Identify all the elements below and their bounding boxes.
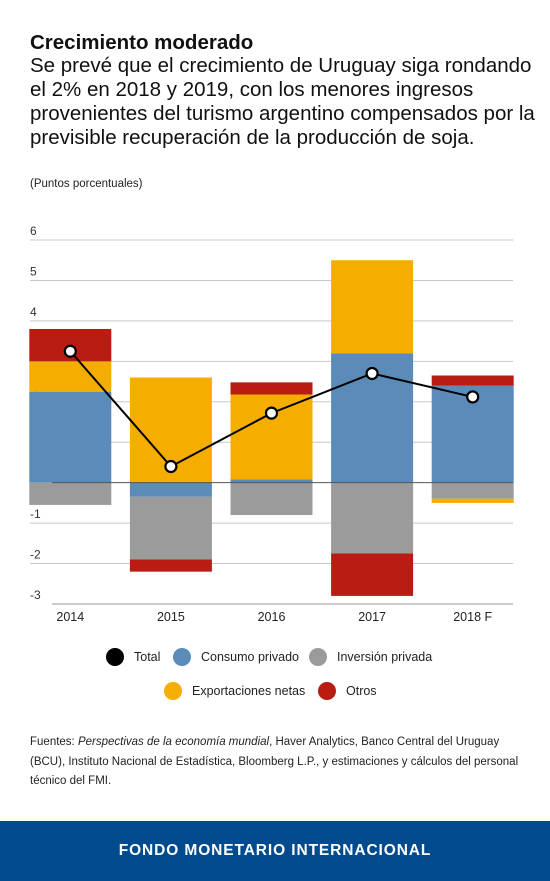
bar-otros (230, 382, 313, 395)
bar-otros (331, 553, 414, 596)
x-tick-label: 2014 (56, 610, 84, 624)
bar-inversion-privada (129, 496, 212, 560)
bar-consumo-privado (129, 482, 212, 497)
bar-inversion-privada (431, 482, 514, 499)
legend-item-otros: Otros (318, 681, 377, 701)
bar-inversion-privada (331, 482, 414, 554)
legend-label-exportaciones-netas: Exportaciones netas (192, 684, 306, 698)
source-publication: Perspectivas de la economía mundial (77, 736, 270, 748)
bar-exportaciones-netas (29, 361, 112, 392)
bar-consumo-privado (29, 391, 112, 483)
y-tick-label: -3 (30, 588, 41, 602)
y-tick-label: 5 (30, 264, 37, 278)
bar-exportaciones-netas (331, 260, 414, 354)
chart-title: Crecimiento moderado (30, 31, 254, 54)
x-tick-label: 2016 (258, 610, 286, 624)
chart-subtitle: Se prevé que el crecimiento de Uruguay s… (30, 54, 535, 149)
y-tick-label: 6 (30, 224, 37, 238)
legend-swatch-total (106, 648, 124, 666)
bar-inversion-privada (29, 482, 112, 505)
bar-inversion-privada (230, 482, 313, 516)
legend-swatch-inversion-privada (309, 648, 327, 666)
bar-exportaciones-netas (431, 498, 514, 503)
footer-label: FONDO MONETARIO INTERNACIONAL (118, 842, 432, 859)
legend-item-consumo-privado: Consumo privado (173, 647, 299, 667)
y-tick-label: -2 (30, 548, 41, 562)
total-point (63, 344, 77, 358)
legend-item-exportaciones-netas: Exportaciones netas (164, 681, 305, 701)
total-point (264, 406, 279, 420)
x-tick-label: 2017 (358, 610, 386, 624)
source-note: Fuentes: Perspectivas de la economía mun… (30, 733, 522, 792)
bar-otros (431, 375, 514, 386)
y-tick-label: 4 (30, 305, 37, 319)
total-point (164, 459, 178, 474)
legend-label-inversion-privada: Inversión privada (337, 650, 433, 664)
y-tick-label: -1 (30, 507, 41, 521)
x-tick-label: 2018 F (453, 610, 492, 624)
source-rest: , Haver Analytics, Banco Central del Uru… (30, 736, 519, 787)
units-label: (Puntos porcentuales) (30, 178, 143, 190)
legend-swatch-exportaciones-netas (164, 682, 182, 700)
x-tick-label: 2015 (157, 610, 185, 624)
bar-consumo-privado (230, 479, 313, 483)
source-prefix: Fuentes: (30, 736, 78, 748)
legend-swatch-otros (318, 682, 336, 700)
legend-swatch-consumo-privado (173, 648, 191, 666)
stacked-bar-chart: -3-2-1012345620142015201620172018 F (29, 224, 514, 624)
legend-item-inversion-privada: Inversión privada (309, 647, 432, 667)
bar-otros (129, 559, 212, 572)
total-point (365, 366, 379, 381)
legend-item-total: Total (106, 647, 160, 667)
legend-label-consumo-privado: Consumo privado (201, 650, 299, 664)
legend-label-otros: Otros (346, 684, 377, 698)
total-point (466, 390, 480, 404)
footer-banner: FONDO MONETARIO INTERNACIONAL (0, 821, 550, 881)
legend-label-total: Total (134, 650, 161, 664)
